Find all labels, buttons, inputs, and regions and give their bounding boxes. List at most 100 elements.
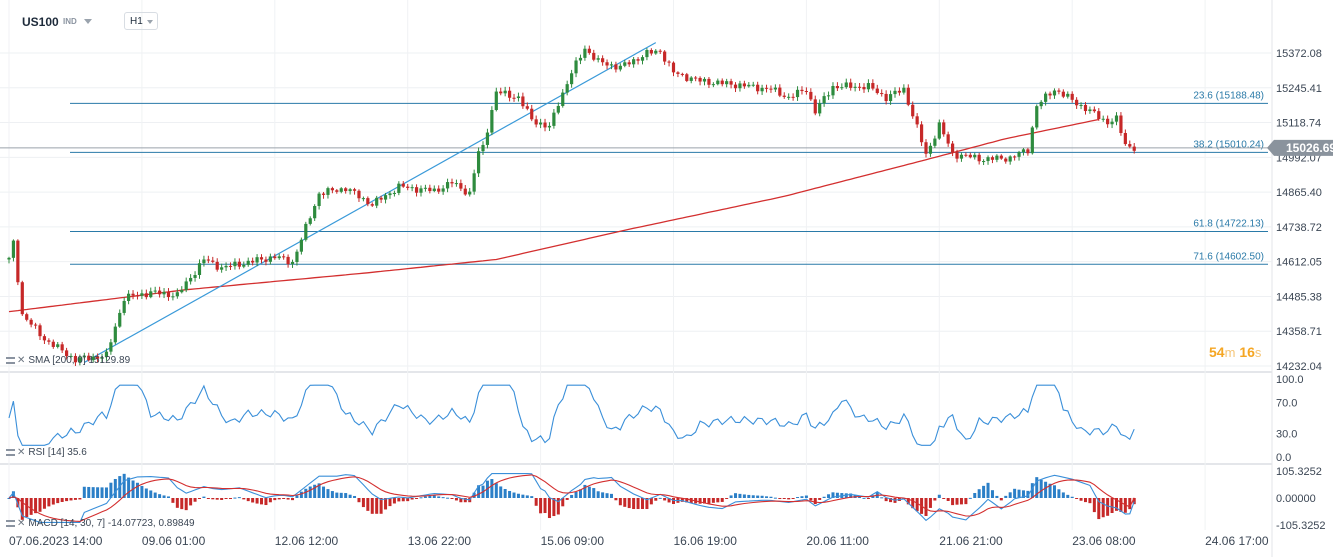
macd-histogram-bar <box>264 498 268 506</box>
macd-histogram-bar <box>490 479 494 498</box>
candle-body <box>671 62 676 73</box>
candle-body <box>29 319 33 325</box>
fib-level-label: 38.2 (15010.24) <box>1193 139 1264 150</box>
candle-body <box>1061 91 1065 97</box>
chevron-down-icon[interactable] <box>84 19 92 24</box>
candle-body <box>268 256 272 262</box>
macd-histogram-bar <box>530 496 534 498</box>
candle-body <box>1119 115 1123 133</box>
macd-histogram-bar <box>353 495 357 498</box>
macd-histogram-bar <box>273 498 277 501</box>
candle-body <box>950 143 955 153</box>
macd-histogram-bar <box>277 498 281 500</box>
symbol-name[interactable]: US100 <box>22 15 59 29</box>
close-icon[interactable]: ✕ <box>17 355 26 366</box>
macd-histogram-bar <box>1044 481 1048 498</box>
close-icon[interactable]: ✕ <box>17 518 26 529</box>
macd-histogram-bar <box>1088 498 1092 504</box>
candle-body <box>871 83 875 89</box>
candle-body <box>857 86 862 88</box>
countdown-minutes-unit: m <box>1224 345 1236 360</box>
macd-histogram-bar <box>1101 498 1105 518</box>
candle-body <box>738 83 742 89</box>
candle-body <box>618 65 622 70</box>
macd-histogram-bar <box>1097 498 1101 520</box>
candle-body <box>113 326 117 343</box>
macd-histogram-bar <box>831 492 835 498</box>
candle-body <box>109 342 113 352</box>
sma-path <box>8 118 1099 313</box>
candle-body <box>676 72 680 74</box>
macd-histogram-bar <box>96 487 100 498</box>
sma-legend[interactable]: ✕ SMA [200, 0] 15129.89 <box>6 355 130 366</box>
macd-histogram-bar <box>503 488 507 498</box>
timeframe-select[interactable]: H1 <box>124 12 158 30</box>
macd-histogram-bar <box>512 492 516 498</box>
candle-body <box>242 264 246 267</box>
macd-histogram-bar <box>140 485 144 498</box>
candle-body <box>432 188 436 192</box>
macd-histogram-bar <box>291 498 295 501</box>
macd-histogram-bar <box>1030 483 1034 498</box>
close-icon[interactable]: ✕ <box>17 447 26 458</box>
candle-body <box>977 154 981 162</box>
candle-body <box>623 62 627 66</box>
candle-body <box>614 64 618 70</box>
macd-histogram-bar <box>410 498 414 500</box>
candle-body <box>893 90 897 95</box>
candle-body <box>822 96 826 104</box>
candle-body <box>299 239 303 252</box>
candle-body <box>919 124 924 143</box>
indicator-menu-icon[interactable] <box>6 356 15 364</box>
trendline[interactable] <box>84 42 657 363</box>
candle-body <box>942 122 946 135</box>
macd-histogram-bar <box>384 498 388 510</box>
candle-body <box>866 83 871 90</box>
candle-body <box>658 50 662 52</box>
macd-legend[interactable]: ✕ MACD [14, 30, 7] -14.07723, 0.89849 <box>6 518 195 529</box>
macd-histogram-bar <box>605 493 609 498</box>
candle-body <box>990 157 995 160</box>
candle-body <box>166 291 171 298</box>
macd-histogram-bar <box>716 498 720 503</box>
macd-histogram-bar <box>20 498 24 520</box>
indicator-menu-icon[interactable] <box>6 448 15 456</box>
macd-histogram-bar <box>614 498 618 501</box>
macd-histogram-bar <box>804 495 808 498</box>
candle-body <box>317 193 321 207</box>
candle-body <box>773 87 777 90</box>
candle-body <box>375 197 379 206</box>
candle-body <box>729 81 733 85</box>
rsi-legend[interactable]: ✕ RSI [14] 35.6 <box>6 447 87 458</box>
candle-body <box>33 324 38 326</box>
macd-histogram-bar <box>986 482 990 498</box>
candle-body <box>911 104 915 117</box>
candle-body <box>304 223 308 240</box>
candle-body <box>525 106 529 109</box>
macd-histogram-bar <box>104 487 108 498</box>
macd-histogram-bar <box>990 490 994 498</box>
candle-body <box>401 183 405 187</box>
candle-countdown: 54m 16s <box>1209 344 1261 360</box>
macd-histogram-bar <box>1066 494 1070 498</box>
indicator-menu-icon[interactable] <box>6 519 15 527</box>
rsi-tick-label: 70.0 <box>1276 397 1297 409</box>
price-tick-label: 15372.08 <box>1276 48 1322 60</box>
candle-body <box>91 356 95 361</box>
candle-body <box>707 78 711 85</box>
macd-histogram-bar <box>220 498 224 500</box>
candle-body <box>171 296 175 298</box>
macd-histogram-bar <box>1004 495 1008 498</box>
macd-histogram-bar <box>56 498 60 504</box>
candle-body <box>1035 106 1039 128</box>
candle-body <box>472 173 476 192</box>
macd-histogram-bar <box>889 498 893 503</box>
candle-body <box>516 96 521 99</box>
candle-body <box>1004 158 1008 162</box>
price-tick-label: 14865.40 <box>1276 187 1322 199</box>
macd-histogram-bar <box>640 498 644 510</box>
candle-body <box>933 138 937 146</box>
candle-body <box>379 197 383 200</box>
candle-body <box>800 89 804 92</box>
